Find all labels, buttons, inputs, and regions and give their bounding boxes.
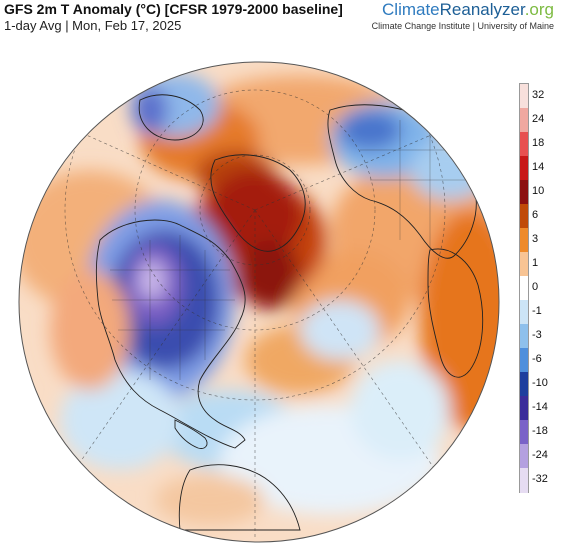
brand-logo[interactable]: ClimateReanalyzer.org <box>382 0 554 20</box>
legend-swatch <box>520 468 528 493</box>
legend-swatch <box>520 300 528 325</box>
legend-swatch <box>520 204 528 229</box>
legend-label: 3 <box>532 233 539 245</box>
legend-label: 14 <box>532 161 545 173</box>
legend-swatch <box>520 276 528 301</box>
legend-swatch <box>520 420 528 445</box>
map-title: GFS 2m T Anomaly (°C) [CFSR 1979-2000 ba… <box>4 1 343 17</box>
legend-swatch <box>520 84 528 109</box>
legend-swatch <box>520 444 528 469</box>
legend-label: 24 <box>532 113 545 125</box>
legend-label: 6 <box>532 209 539 221</box>
legend-label: -18 <box>532 425 548 437</box>
legend-swatch <box>520 324 528 349</box>
brand-logo-part3: .org <box>524 0 554 19</box>
legend-swatch <box>520 348 528 373</box>
map-subtitle: 1-day Avg | Mon, Feb 17, 2025 <box>4 18 182 33</box>
brand-logo-part1: Climate <box>382 0 440 19</box>
legend-label: 0 <box>532 281 539 293</box>
brand-logo-part2: Reanalyzer <box>439 0 525 19</box>
legend-label: -1 <box>532 305 542 317</box>
legend-swatch <box>520 108 528 133</box>
legend-label: 1 <box>532 257 539 269</box>
legend-label: -24 <box>532 449 548 461</box>
legend-label: -6 <box>532 353 542 365</box>
legend-swatch <box>520 252 528 277</box>
legend-label: 18 <box>532 137 545 149</box>
legend-label: -10 <box>532 377 548 389</box>
legend-swatch <box>520 180 528 205</box>
legend-swatch <box>520 132 528 157</box>
anomaly-globe-map <box>18 61 500 543</box>
legend-color-bar <box>519 83 529 493</box>
legend-label: -3 <box>532 329 542 341</box>
coastlines <box>95 94 484 531</box>
color-legend: 32 24 18 14 10 6 3 1 0 -1 -3 -6 -10 -14 -18 -24 -32 <box>519 83 555 493</box>
legend-label: -14 <box>532 401 548 413</box>
anomaly-field <box>19 73 499 525</box>
graticule <box>29 62 491 540</box>
legend-swatch <box>520 372 528 397</box>
legend-label: 10 <box>532 185 545 197</box>
brand-credit: Climate Change Institute | University of… <box>371 21 554 31</box>
legend-label: -32 <box>532 473 548 485</box>
legend-swatch <box>520 396 528 421</box>
legend-swatch <box>520 228 528 253</box>
legend-swatch <box>520 156 528 181</box>
legend-label: 32 <box>532 89 545 101</box>
